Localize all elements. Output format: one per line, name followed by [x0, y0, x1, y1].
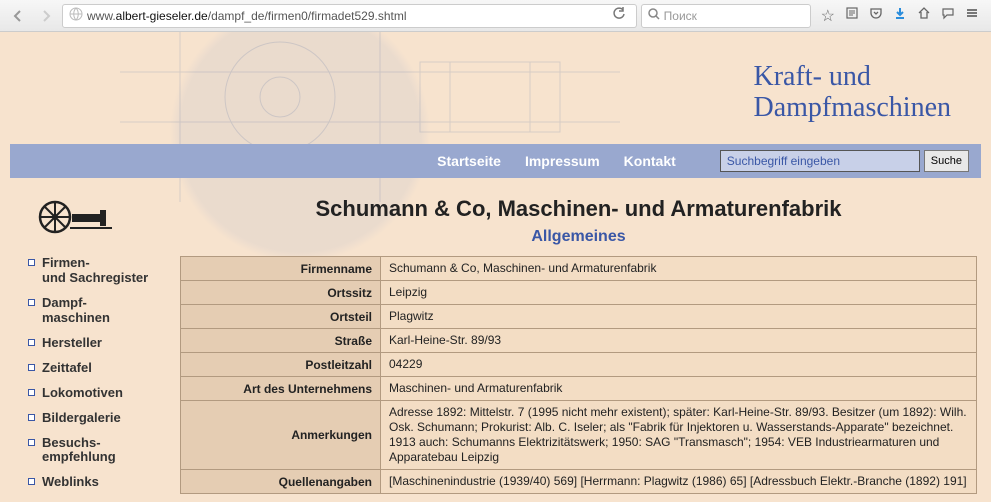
sidebar-item[interactable]: Zeittafel: [28, 356, 170, 381]
details-table: FirmennameSchumann & Co, Maschinen- und …: [180, 256, 977, 494]
globe-icon: [69, 7, 83, 24]
page-title: Schumann & Co, Maschinen- und Armaturenf…: [180, 196, 977, 222]
url-bar[interactable]: www.albert-gieseler.de/dampf_de/firmen0/…: [62, 4, 637, 28]
sidebar-item[interactable]: Weblinks: [28, 470, 170, 495]
content-wrap: Firmen-und SachregisterDampf-maschinenHe…: [10, 192, 981, 502]
nav-impressum[interactable]: Impressum: [525, 153, 600, 169]
menu-icon[interactable]: [965, 6, 979, 25]
site-title: Kraft- und Dampfmaschinen: [754, 62, 952, 124]
main-content: Schumann & Co, Maschinen- und Armaturenf…: [180, 192, 981, 502]
sidebar-list: Firmen-und SachregisterDampf-maschinenHe…: [28, 251, 170, 495]
row-value: Leipzig: [381, 281, 977, 305]
site-title-line2: Dampfmaschinen: [754, 93, 952, 124]
table-row: OrtssitzLeipzig: [181, 281, 977, 305]
pocket-icon[interactable]: [869, 6, 883, 25]
row-label: Art des Unternehmens: [181, 377, 381, 401]
row-label: Straße: [181, 329, 381, 353]
row-value: 04229: [381, 353, 977, 377]
chat-icon[interactable]: [941, 6, 955, 25]
nav-startseite[interactable]: Startseite: [437, 153, 501, 169]
sidebar-item[interactable]: Besuchs-empfehlung: [28, 431, 170, 471]
sidebar-item[interactable]: Firmen-und Sachregister: [28, 251, 170, 291]
page-body: Kraft- und Dampfmaschinen Startseite Imp…: [0, 32, 991, 502]
sidebar-item[interactable]: Dampf-maschinen: [28, 291, 170, 331]
back-button[interactable]: [6, 4, 30, 28]
site-search-button[interactable]: Suche: [924, 150, 969, 172]
row-label: Ortssitz: [181, 281, 381, 305]
table-row: OrtsteilPlagwitz: [181, 305, 977, 329]
browser-chrome: www.albert-gieseler.de/dampf_de/firmen0/…: [0, 0, 991, 32]
table-row: Quellenangaben[Maschinenindustrie (1939/…: [181, 470, 977, 494]
bullet-icon: [28, 478, 35, 485]
row-value: [Maschinenindustrie (1939/40) 569] [Herr…: [381, 470, 977, 494]
table-row: Art des UnternehmensMaschinen- und Armat…: [181, 377, 977, 401]
table-row: FirmennameSchumann & Co, Maschinen- und …: [181, 257, 977, 281]
nav-search-wrap: Suche: [720, 150, 969, 172]
browser-toolbar-icons: ☆: [815, 6, 985, 26]
home-icon[interactable]: [917, 6, 931, 25]
forward-button[interactable]: [34, 4, 58, 28]
row-value: Schumann & Co, Maschinen- und Armaturenf…: [381, 257, 977, 281]
browser-search-placeholder: Поиск: [664, 9, 697, 23]
main-nav: Startseite Impressum Kontakt Suche: [10, 144, 981, 178]
row-value: Adresse 1892: Mittelstr. 7 (1995 nicht m…: [381, 401, 977, 470]
table-row: AnmerkungenAdresse 1892: Mittelstr. 7 (1…: [181, 401, 977, 470]
page-subtitle: Allgemeines: [180, 228, 977, 246]
site-search-input[interactable]: [720, 150, 920, 172]
table-row: StraßeKarl-Heine-Str. 89/93: [181, 329, 977, 353]
sidebar-item[interactable]: Bildergalerie: [28, 406, 170, 431]
bullet-icon: [28, 299, 35, 306]
row-label: Quellenangaben: [181, 470, 381, 494]
site-title-line1: Kraft- und: [754, 62, 952, 93]
row-value: Plagwitz: [381, 305, 977, 329]
row-value: Karl-Heine-Str. 89/93: [381, 329, 977, 353]
row-label: Anmerkungen: [181, 401, 381, 470]
reader-icon[interactable]: [845, 6, 859, 25]
search-icon: [648, 8, 660, 23]
bullet-icon: [28, 439, 35, 446]
bookmark-icon[interactable]: ☆: [821, 6, 835, 26]
bullet-icon: [28, 414, 35, 421]
download-icon[interactable]: [893, 6, 907, 25]
row-value: Maschinen- und Armaturenfabrik: [381, 377, 977, 401]
sidebar: Firmen-und SachregisterDampf-maschinenHe…: [10, 192, 180, 502]
browser-search-bar[interactable]: Поиск: [641, 4, 811, 28]
flywheel-icon: [28, 200, 170, 237]
bullet-icon: [28, 259, 35, 266]
nav-kontakt[interactable]: Kontakt: [624, 153, 676, 169]
sidebar-item[interactable]: Hersteller: [28, 331, 170, 356]
table-row: Postleitzahl04229: [181, 353, 977, 377]
row-label: Ortsteil: [181, 305, 381, 329]
bullet-icon: [28, 339, 35, 346]
reload-button[interactable]: [608, 7, 630, 24]
row-label: Firmenname: [181, 257, 381, 281]
bullet-icon: [28, 389, 35, 396]
url-text: www.albert-gieseler.de/dampf_de/firmen0/…: [87, 9, 604, 23]
bullet-icon: [28, 364, 35, 371]
row-label: Postleitzahl: [181, 353, 381, 377]
sidebar-item[interactable]: Lokomotiven: [28, 381, 170, 406]
